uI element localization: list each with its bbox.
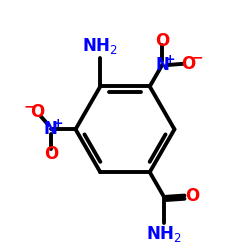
Text: O: O	[44, 144, 58, 162]
Text: −: −	[24, 100, 35, 114]
Text: N: N	[155, 56, 169, 74]
Text: O: O	[185, 186, 200, 204]
Text: N: N	[44, 120, 58, 138]
Text: O: O	[155, 32, 169, 50]
Text: O: O	[181, 55, 195, 73]
Text: +: +	[53, 117, 64, 130]
Text: +: +	[165, 53, 175, 66]
Text: O: O	[30, 103, 44, 121]
Text: NH$_2$: NH$_2$	[82, 36, 118, 56]
Text: −: −	[192, 51, 203, 65]
Text: NH$_2$: NH$_2$	[146, 224, 182, 244]
